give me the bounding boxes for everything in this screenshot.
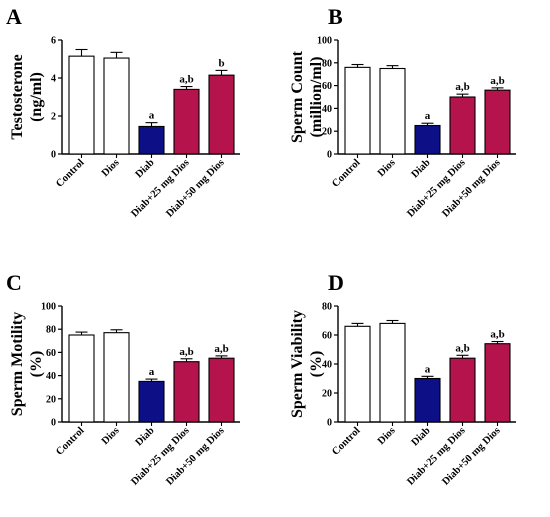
bar <box>68 334 95 423</box>
significance-label: a <box>425 363 431 375</box>
chart-panel-c: C Sperm Motility (%) 0 20 40 60 80 100 Control Dio… <box>6 270 240 488</box>
y-axis-label-line: (%) <box>28 351 45 378</box>
x-tick-label: Dios <box>100 157 122 179</box>
y-tick-label: 20 <box>322 389 332 400</box>
x-tick-label: Control <box>330 157 362 189</box>
bar <box>414 377 441 423</box>
bar <box>379 322 406 423</box>
x-tick-label: Control <box>330 425 362 457</box>
y-tick-label: 40 <box>46 371 56 382</box>
y-axis-label: Sperm Viability (%) <box>289 310 325 418</box>
y-tick-label: 80 <box>322 58 332 69</box>
bar <box>138 125 165 155</box>
bar <box>344 325 371 423</box>
significance-label: a,b <box>490 329 504 341</box>
y-tick-label: 0 <box>51 150 56 161</box>
y-tick-label: 60 <box>46 348 56 359</box>
y-tick-label: 6 <box>51 36 56 47</box>
significance-label: a,b <box>455 81 469 93</box>
bar <box>484 89 511 155</box>
y-axis-label-line: Sperm Motility <box>9 312 26 416</box>
y-tick-label: 4 <box>51 74 56 85</box>
significance-label: a,b <box>490 75 504 87</box>
bar <box>103 332 130 423</box>
bar <box>449 96 476 155</box>
bar <box>208 357 235 423</box>
y-tick-label: 80 <box>46 325 56 336</box>
bar <box>344 66 371 155</box>
bar <box>68 55 95 155</box>
y-tick-label: 60 <box>322 81 332 92</box>
significance-label: a,b <box>179 74 193 86</box>
y-tick-label: 100 <box>41 302 56 313</box>
x-tick-label: Dios <box>376 425 398 447</box>
x-tick-label: Dios <box>100 425 122 447</box>
bar <box>173 361 200 423</box>
y-tick-label: 0 <box>327 150 332 161</box>
bar <box>208 74 235 155</box>
panel-letter: D <box>328 270 344 295</box>
y-tick-label: 0 <box>51 418 56 429</box>
y-tick-label: 80 <box>322 302 332 313</box>
bar <box>484 343 511 423</box>
x-tick-label: Control <box>54 425 86 457</box>
significance-label: a <box>149 366 155 378</box>
x-tick-label: Diab <box>134 157 157 180</box>
bar <box>449 357 476 423</box>
y-axis-label: Sperm Count (million/ml) <box>289 50 325 143</box>
y-axis-label-line: (ng/ml) <box>28 72 45 122</box>
y-axis-label: Sperm Motility (%) <box>9 312 45 416</box>
bar <box>414 124 441 155</box>
y-tick-label: 40 <box>322 360 332 371</box>
y-axis-label-line: (million/ml) <box>308 57 325 138</box>
bar <box>379 67 406 155</box>
y-axis-label-line: Sperm Count <box>289 50 306 143</box>
y-axis-label-line: Testosterone <box>9 54 26 139</box>
panel-letter: C <box>6 270 22 295</box>
y-tick-label: 40 <box>322 104 332 115</box>
x-tick-label: Diab <box>410 157 433 180</box>
significance-label: a,b <box>179 346 193 358</box>
significance-label: a,b <box>455 342 469 354</box>
y-tick-label: 2 <box>51 112 56 123</box>
y-tick-label: 100 <box>317 36 332 47</box>
significance-label: b <box>218 57 224 69</box>
panel-letter: B <box>328 4 343 29</box>
y-tick-label: 0 <box>327 418 332 429</box>
panel-letter: A <box>6 4 22 29</box>
bar <box>173 88 200 155</box>
bar <box>103 57 130 155</box>
x-tick-label: Diab <box>134 425 157 448</box>
y-axis-label-line: Sperm Viability <box>289 310 306 418</box>
significance-label: a <box>425 110 431 122</box>
bar <box>138 380 165 423</box>
y-axis-label-line: (%) <box>308 351 325 378</box>
x-tick-label: Diab <box>410 425 433 448</box>
chart-panel-a: A Testosterone (ng/ml) 0 2 4 6 Control Dios a Diab… <box>6 4 240 220</box>
y-axis-label: Testosterone (ng/ml) <box>9 54 45 139</box>
x-tick-label: Dios <box>376 157 398 179</box>
x-tick-label: Control <box>54 157 86 189</box>
significance-label: a,b <box>214 343 228 355</box>
y-tick-label: 20 <box>322 127 332 138</box>
significance-label: a <box>149 110 155 122</box>
y-tick-label: 60 <box>322 331 332 342</box>
y-tick-label: 20 <box>46 394 56 405</box>
